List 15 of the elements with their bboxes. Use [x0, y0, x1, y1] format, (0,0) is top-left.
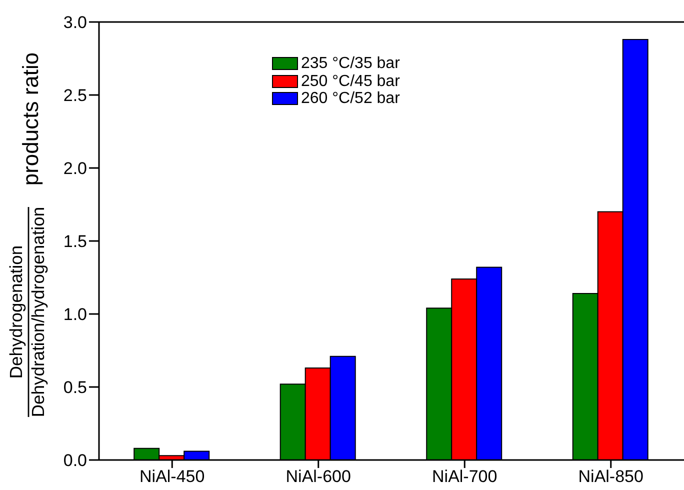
y-tick-label: 1.0: [63, 305, 87, 324]
y-tick-label: 0.0: [63, 451, 87, 470]
legend-label: 235 °C/35 bar: [301, 55, 400, 72]
legend-label: 250 °C/45 bar: [301, 72, 400, 90]
x-tick-label: NiAl-600: [286, 467, 351, 486]
legend-label: 260 °C/52 bar: [301, 90, 400, 108]
x-tick-label: NiAl-850: [578, 467, 644, 486]
y-tick-label: 1.5: [63, 232, 87, 252]
y-tick-label: 3.0: [63, 13, 87, 32]
y-tick-label: 2.0: [63, 159, 87, 178]
text: Dehydrogenation Dehydration/hydrogenation products ratio: [6, 52, 48, 418]
x-tick-label: NiAl-450: [140, 467, 205, 486]
y-tick-label: 0.5: [63, 378, 87, 398]
y-tick-label: 2.5: [63, 86, 87, 106]
x-tick-label: NiAl-700: [432, 467, 498, 486]
